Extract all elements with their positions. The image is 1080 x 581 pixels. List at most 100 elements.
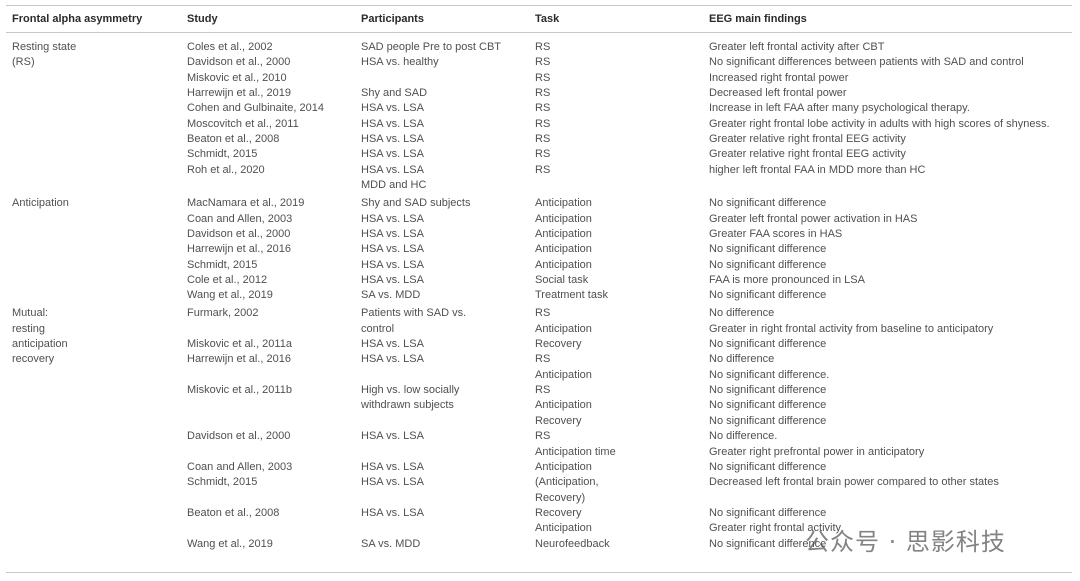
- table-cell: HSA vs. LSA: [361, 273, 424, 286]
- table-cell: MDD and HC: [361, 179, 427, 192]
- table-cell: Coan and Allen, 2003: [187, 460, 293, 473]
- table-cell: Harrewijn et al., 2016: [187, 353, 291, 366]
- table-cell: RS: [535, 163, 551, 176]
- table-cell: Increase in left FAA after many psycholo…: [709, 102, 970, 115]
- table-cell: RS: [535, 117, 551, 130]
- table-cell: RS: [535, 56, 551, 69]
- table-cell: Shy and SAD: [361, 87, 428, 100]
- table-cell: control: [361, 322, 395, 335]
- table-cell: Mutual:: [12, 307, 49, 320]
- bottom-rule: [6, 572, 1072, 573]
- table-cell: Anticipation: [535, 258, 592, 271]
- table-cell: HSA vs. LSA: [361, 163, 424, 176]
- table-cell: resting: [12, 322, 46, 335]
- table-cell: Cohen and Gulbinaite, 2014: [187, 102, 324, 115]
- table-cell: Recovery: [535, 506, 582, 519]
- table-cell: Recovery): [535, 491, 586, 504]
- table-cell: Moscovitch et al., 2011: [187, 117, 299, 130]
- table-cell: Miskovic et al., 2011b: [187, 384, 292, 397]
- table-cell: HSA vs. LSA: [361, 117, 424, 130]
- table-cell: HSA vs. LSA: [361, 243, 424, 256]
- table-cell: No difference: [709, 353, 775, 366]
- table-cell: Anticipation: [535, 197, 592, 210]
- table-cell: Anticipation: [535, 322, 592, 335]
- table-cell: Anticipation: [535, 522, 592, 535]
- table-cell: Miskovic et al., 2011a: [187, 338, 292, 351]
- table-cell: No difference: [709, 307, 775, 320]
- table-cell: Greater relative right frontal EEG activ…: [709, 133, 906, 146]
- table-cell: RS: [535, 384, 551, 397]
- table-cell: HSA vs. LSA: [361, 338, 424, 351]
- table-cell: Greater right frontal lobe activity in a…: [709, 117, 1050, 130]
- table-cell: RS: [535, 133, 551, 146]
- table-cell: (RS): [12, 56, 35, 69]
- table-cell: Anticipation: [12, 197, 69, 210]
- table-cell: High vs. low socially: [361, 384, 460, 397]
- table-cell: No significant difference: [709, 399, 827, 412]
- table-cell: RS: [535, 148, 551, 161]
- table-cell: Treatment task: [535, 289, 608, 302]
- table-cell: HSA vs. LSA: [361, 476, 424, 489]
- table-cell: Increased right frontal power: [709, 71, 849, 84]
- table-cell: No difference.: [709, 430, 778, 443]
- header-cell: Task: [535, 13, 560, 25]
- header-cell: Study: [187, 13, 218, 25]
- table-cell: Davidson et al., 2000: [187, 56, 291, 69]
- table-cell: No significant difference.: [709, 368, 830, 381]
- table-cell: No significant difference: [709, 537, 827, 550]
- table-cell: No significant difference: [709, 289, 827, 302]
- header-cell: Frontal alpha asymmetry: [12, 13, 143, 25]
- table-cell: FAA is more pronounced in LSA: [709, 273, 865, 286]
- table-cell: withdrawn subjects: [361, 399, 454, 412]
- table-cell: HSA vs. LSA: [361, 430, 424, 443]
- table-cell: No significant difference: [709, 338, 827, 351]
- table-cell: Patients with SAD vs.: [361, 307, 467, 320]
- table-cell: No significant difference: [709, 414, 827, 427]
- table-cell: HSA vs. healthy: [361, 56, 439, 69]
- table-cell: RS: [535, 102, 551, 115]
- table-cell: Schmidt, 2015: [187, 476, 258, 489]
- table-cell: higher left frontal FAA in MDD more than…: [709, 163, 926, 176]
- table-cell: HSA vs. LSA: [361, 148, 424, 161]
- table-cell: Greater relative right frontal EEG activ…: [709, 148, 906, 161]
- header-cell: Participants: [361, 13, 424, 25]
- table-cell: Cole et al., 2012: [187, 273, 268, 286]
- table-cell: RS: [535, 87, 551, 100]
- table-cell: HSA vs. LSA: [361, 258, 424, 271]
- table-cell: Greater in right frontal activity from b…: [709, 322, 994, 335]
- table-cell: Resting state: [12, 41, 77, 53]
- table-cell: Greater left frontal power activation in…: [709, 212, 918, 225]
- table-cell: No significant difference: [709, 197, 827, 210]
- table-cell: Wang et al., 2019: [187, 537, 273, 550]
- table-cell: No significant difference: [709, 384, 827, 397]
- table-cell: Wang et al., 2019: [187, 289, 273, 302]
- table-cell: Roh et al., 2020: [187, 163, 265, 176]
- table-cell: Anticipation: [535, 227, 592, 240]
- table-cell: RS: [535, 41, 551, 53]
- table-cell: HSA vs. LSA: [361, 227, 424, 240]
- table-cell: Harrewijn et al., 2016: [187, 243, 291, 256]
- table-cell: Recovery: [535, 414, 582, 427]
- table-cell: SAD people Pre to post CBT: [361, 41, 502, 53]
- table-cell: No significant difference: [709, 243, 827, 256]
- table-cell: MacNamara et al., 2019: [187, 197, 305, 210]
- table-cell: Schmidt, 2015: [187, 258, 258, 271]
- table-cell: anticipation: [12, 338, 68, 351]
- table-cell: RS: [535, 430, 551, 443]
- watermark: 公众号 · 思影科技: [805, 528, 1006, 556]
- table-cell: SA vs. MDD: [361, 289, 421, 302]
- table-cell: recovery: [12, 353, 55, 366]
- table-cell: Beaton et al., 2008: [187, 506, 280, 519]
- table-cell: RS: [535, 307, 551, 320]
- table-cell: (Anticipation,: [535, 476, 599, 489]
- table-cell: Decreased left frontal power: [709, 87, 847, 100]
- table-cell: Miskovic et al., 2010: [187, 71, 287, 84]
- table-cell: HSA vs. LSA: [361, 506, 424, 519]
- table-cell: Anticipation time: [535, 445, 616, 458]
- table-cell: Decreased left frontal brain power compa…: [709, 476, 999, 489]
- table-cell: Greater right frontal activity: [709, 522, 842, 535]
- table-cell: Social task: [535, 273, 589, 286]
- table-cell: HSA vs. LSA: [361, 102, 424, 115]
- table-cell: Davidson et al., 2000: [187, 430, 291, 443]
